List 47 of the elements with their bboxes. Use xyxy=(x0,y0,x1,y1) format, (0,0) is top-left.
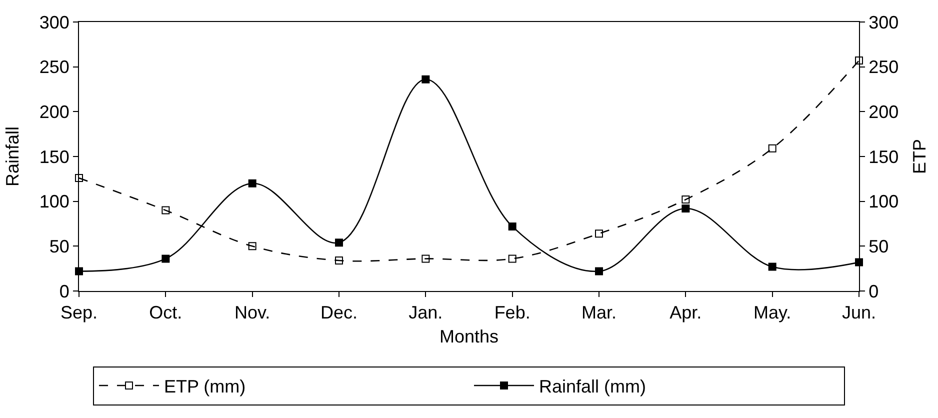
y-tick-label: 250 xyxy=(39,57,70,78)
x-tick-label: Jan. xyxy=(408,302,443,323)
point xyxy=(682,196,690,204)
x-tick-label: Oct. xyxy=(149,302,182,323)
point xyxy=(595,267,603,276)
point xyxy=(422,75,430,84)
point xyxy=(682,204,690,213)
point xyxy=(248,179,256,188)
point xyxy=(335,238,343,247)
x-tick-label: Sep. xyxy=(60,302,98,323)
point xyxy=(595,230,603,238)
y-tick-label: 300 xyxy=(39,12,70,32)
point xyxy=(508,254,516,263)
y-tick-label: 100 xyxy=(39,192,70,212)
y-tick-label: 0 xyxy=(59,281,70,302)
point xyxy=(422,254,430,263)
x-tick-label: Jun. xyxy=(842,302,876,323)
x-tick-label: Nov. xyxy=(234,302,270,323)
point xyxy=(75,174,83,182)
point xyxy=(768,262,776,271)
y-tick-label: 50 xyxy=(49,236,70,256)
y2-tick-label: 200 xyxy=(868,102,899,122)
y2-tick-label: 100 xyxy=(868,192,899,212)
y2-tick-label: 0 xyxy=(868,281,879,302)
y2-tick-label: 50 xyxy=(868,236,889,256)
y2-axis-title: ETP xyxy=(910,138,930,174)
y-tick-label: 200 xyxy=(39,102,70,122)
y2-tick-label: 250 xyxy=(868,57,899,78)
point xyxy=(508,222,516,230)
point xyxy=(162,206,170,214)
legend-label: ETP (mm) xyxy=(164,376,246,397)
y-tick-label: 150 xyxy=(39,146,70,167)
y2-tick-label: 150 xyxy=(868,146,899,167)
x-tick-label: Apr. xyxy=(670,302,702,323)
x-axis-title: Months xyxy=(439,326,499,347)
point xyxy=(248,242,256,250)
x-tick-label: May. xyxy=(753,302,792,323)
y-axis-title: Rainfall xyxy=(2,126,23,187)
point xyxy=(162,254,170,263)
legend-label: Rainfall (mm) xyxy=(539,376,646,397)
point xyxy=(855,56,863,65)
x-tick-label: Feb. xyxy=(494,302,530,323)
x-tick-label: Mar. xyxy=(581,302,617,323)
x-tick-label: Dec. xyxy=(320,302,358,323)
point xyxy=(335,256,343,265)
y2-tick-label: 300 xyxy=(868,12,899,32)
point xyxy=(768,144,776,152)
